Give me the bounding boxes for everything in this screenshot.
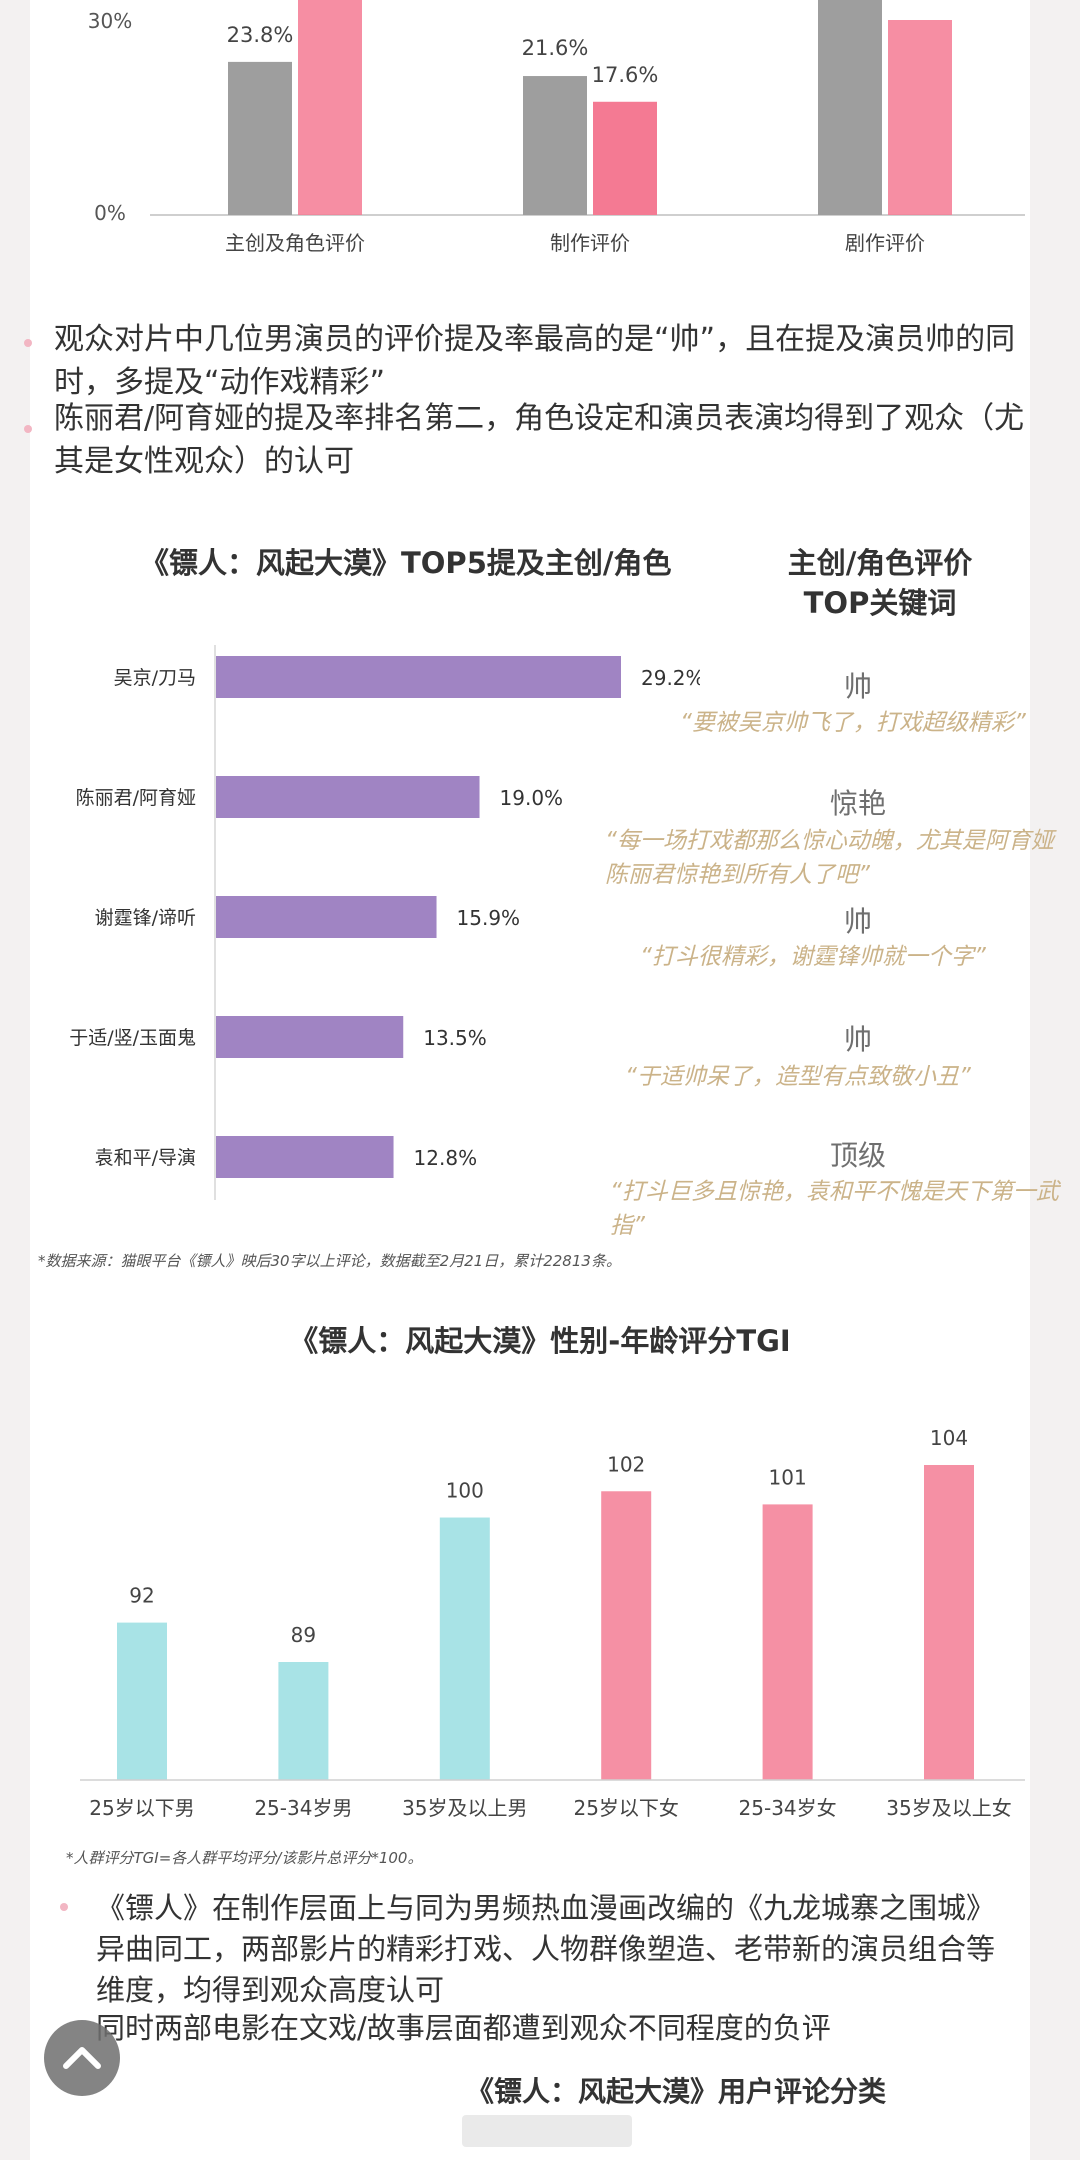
bar: [762, 1504, 813, 1780]
y-category-label: 袁和平/导演: [95, 1147, 196, 1169]
bar-grey-cropped: [818, 0, 882, 215]
keyword: 帅: [843, 1023, 872, 1056]
x-category-label: 主创及角色评价: [225, 231, 365, 255]
x-category-label: 25-34岁女: [739, 1796, 837, 1820]
bullet-text: 陈丽君/阿育娅的提及率排名第二，角色设定和演员表演均得到了观众（尤其是女性观众）…: [54, 401, 1025, 479]
watermark-blur: [462, 2115, 632, 2147]
data-source-note: *数据来源：猫眼平台《镖人》映后30字以上评论，数据截至2月21日，累计2281…: [38, 1252, 621, 1270]
bar: [439, 1517, 490, 1780]
section-title: 《镖人：风起大漠》用户评论分类: [466, 2075, 887, 2108]
tgi-footnote: *人群评分TGI=各人群平均评分/该影片总评分*100。: [66, 1849, 423, 1867]
x-category-label: 35岁及以上女: [886, 1796, 1011, 1820]
article-card: [30, 0, 1030, 2160]
y-category-label: 陈丽君/阿育娅: [76, 787, 196, 809]
mention-rate-chart: 30% 0% 主创及角色评价 制作评价 剧作评价 23.8% 21.6%17.6%: [88, 0, 1025, 255]
x-category-label: 制作评价: [550, 231, 630, 255]
bar-grey: [228, 61, 292, 216]
bar-pink-cropped: [298, 0, 362, 215]
x-category-label: 剧作评价: [845, 231, 925, 255]
bar: [117, 1622, 167, 1780]
bar-value-label: 104: [930, 1426, 968, 1450]
bar-value-label: 17.6%: [592, 63, 659, 87]
bar: [601, 1491, 652, 1780]
keyword: 帅: [843, 670, 872, 703]
bar: [924, 1465, 974, 1780]
keyword: 顶级: [829, 1139, 886, 1172]
keyword: 惊艳: [829, 787, 886, 820]
bar-value-label: 19.0%: [500, 786, 564, 810]
top5-chart-title: 《镖人：风起大漠》TOP5提及主创/角色: [140, 546, 672, 580]
bar-value-label: 100: [446, 1479, 484, 1503]
bullet-text: 观众对片中几位男演员的评价提及率最高的是“帅”，且在提及演员帅的同时，多提及“动…: [54, 322, 1016, 400]
scroll-to-top-button[interactable]: [44, 2020, 120, 2096]
y-category-label: 谢霆锋/谛听: [95, 907, 196, 929]
bar: [216, 1136, 394, 1178]
bullet-dot: [24, 339, 32, 347]
x-category-label: 25-34岁男: [254, 1796, 352, 1820]
bar-pink: [593, 101, 657, 215]
keywords-header: 主创/角色评价 TOP关键词: [720, 543, 1040, 623]
bar-value-label: 21.6%: [522, 36, 589, 60]
x-category-label: 25岁以下男: [89, 1796, 194, 1820]
tgi-bar-chart: 92 89 100 102 101 104 25岁以下男 25-34岁男 35岁及以上男 25岁…: [80, 1426, 1025, 1820]
bullet-text: 同时两部电影在文戏/故事层面都遭到观众不同程度的负评: [96, 2011, 831, 2045]
keyword-quote: “于适帅呆了，造型有点致敬小丑”: [625, 1064, 971, 1090]
bar-value-label: 15.9%: [457, 906, 521, 930]
bar: [216, 896, 437, 938]
bar-value-label: 12.8%: [414, 1146, 478, 1170]
bar: [216, 776, 480, 818]
keyword-quote: “要被吴京帅飞了，打戏超级精彩”: [680, 710, 1026, 736]
chevron-up-icon: [63, 2047, 101, 2069]
keywords-header-line1: 主创/角色评价: [787, 546, 973, 580]
keywords-header-line2: TOP关键词: [803, 586, 957, 620]
bar-value-label: 29.2%: [641, 666, 700, 690]
y-tick-label: 0%: [94, 201, 126, 225]
bar-value-label: 101: [769, 1465, 807, 1489]
keyword-quote: “打斗巨多且惊艳，袁和平不愧是天下第一武指”: [610, 1179, 1059, 1239]
y-category-label: 吴京/刀马: [114, 667, 196, 689]
y-category-label: 于适/竖/玉面鬼: [69, 1027, 196, 1049]
bar-value-label: 102: [607, 1452, 645, 1476]
bar-value-label: 13.5%: [423, 1026, 487, 1050]
bar: [216, 1016, 404, 1058]
x-category-label: 25岁以下女: [573, 1796, 678, 1820]
bar-grey: [523, 76, 587, 215]
bullet-dot: [24, 425, 32, 433]
bar-value-label: 92: [129, 1584, 154, 1608]
keyword: 帅: [843, 905, 872, 938]
bullet-dot: [60, 1903, 68, 1911]
keyword-quote: “打斗很精彩，谢霆锋帅就一个字”: [640, 944, 986, 970]
keyword-quote: “每一场打戏都那么惊心动魄，尤其是阿育娅陈丽君惊艳到所有人了吧”: [605, 828, 1054, 888]
tgi-chart-title: 《镖人：风起大漠》性别-年龄评分TGI: [289, 1324, 791, 1358]
bar-pink-cropped: [888, 20, 952, 215]
x-category-label: 35岁及以上男: [402, 1796, 527, 1820]
y-tick-label: 30%: [88, 9, 132, 33]
bullet-text: 《镖人》在制作层面上与同为男频热血漫画改编的《九龙城寨之围城》异曲同工，两部影片…: [96, 1891, 996, 2007]
bar-value-label: 23.8%: [227, 23, 294, 47]
bar: [216, 656, 621, 698]
bar: [278, 1662, 329, 1780]
bar-value-label: 89: [291, 1623, 316, 1647]
